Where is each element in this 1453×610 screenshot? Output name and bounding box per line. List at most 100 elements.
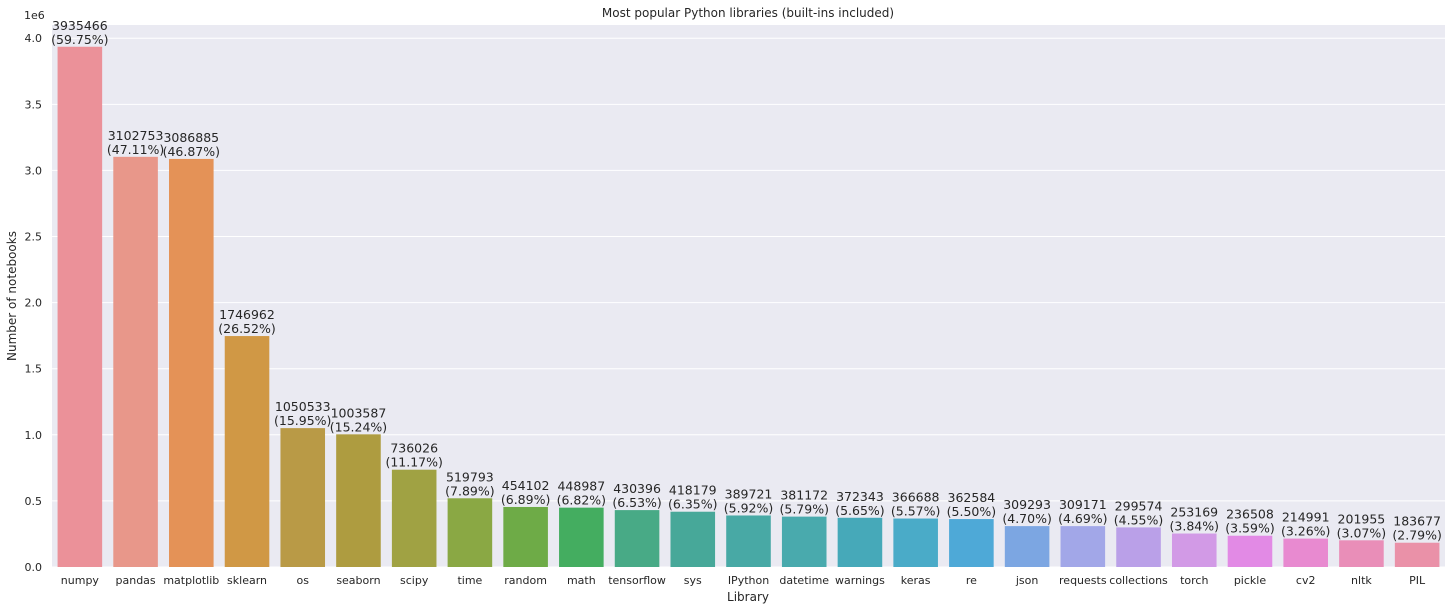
- x-tick-label: pandas: [116, 574, 156, 587]
- y-tick-label: 3.0: [25, 164, 43, 177]
- x-tick-label: time: [457, 574, 482, 587]
- y-tick-label: 2.0: [25, 297, 43, 310]
- bar-value-label: 366688: [892, 490, 940, 505]
- bar-value-label: 372343: [836, 489, 884, 504]
- bar-torch: [1171, 533, 1217, 567]
- bar-percent-label: (6.89%): [501, 492, 550, 507]
- bar-value-label: 362584: [948, 490, 996, 505]
- bar-percent-label: (5.50%): [947, 504, 996, 519]
- y-tick-label: 0.0: [25, 561, 43, 574]
- bar-scipy: [391, 469, 437, 567]
- bar-percent-label: (46.87%): [163, 144, 220, 159]
- x-tick-label: scipy: [400, 574, 429, 587]
- bar-value-label: 309293: [1003, 497, 1051, 512]
- bar-datetime: [781, 516, 827, 567]
- x-axis-ticks: numpy pandas matplotlib sklearn os seaborn sci…: [61, 574, 1426, 587]
- bar-percent-label: (47.11%): [107, 142, 164, 157]
- bar-warnings: [837, 517, 883, 567]
- bar-percent-label: (15.95%): [274, 413, 331, 428]
- bar-pil: [1394, 542, 1440, 567]
- bar-percent-label: (15.24%): [330, 419, 387, 434]
- bar-keras: [893, 518, 938, 567]
- bar-percent-label: (5.65%): [835, 503, 884, 518]
- bar-os: [280, 428, 326, 567]
- x-tick-label: sklearn: [227, 574, 267, 587]
- bar-percent-label: (3.59%): [1225, 521, 1274, 536]
- chart-title: Most popular Python libraries (built-ins…: [602, 6, 894, 20]
- bar-value-label: 454102: [502, 478, 550, 493]
- bar-percent-label: (3.07%): [1337, 525, 1386, 540]
- y-tick-label: 0.5: [25, 495, 43, 508]
- bar-value-label: 418179: [669, 483, 717, 498]
- x-tick-label: nltk: [1351, 574, 1372, 587]
- bar-re: [949, 519, 994, 567]
- bar-percent-label: (6.35%): [668, 497, 717, 512]
- bar-matplotlib: [169, 158, 214, 567]
- bar-nltk: [1339, 540, 1384, 567]
- bar-percent-label: (4.55%): [1114, 512, 1163, 527]
- bars: [57, 46, 1440, 568]
- x-tick-label: matplotlib: [163, 574, 219, 587]
- bar-percent-label: (59.75%): [51, 32, 108, 47]
- bar-percent-label: (5.92%): [724, 500, 773, 515]
- bar-percent-label: (5.57%): [891, 504, 940, 519]
- bar-cv2: [1283, 538, 1328, 567]
- x-tick-label: IPython: [728, 574, 769, 587]
- y-tick-label: 3.5: [25, 98, 43, 111]
- bar-percent-label: (4.70%): [1002, 511, 1051, 526]
- bar-value-label: 519793: [446, 469, 494, 484]
- bar-pickle: [1227, 535, 1273, 567]
- y-axis-label: Number of notebooks: [5, 231, 19, 361]
- bar-value-label: 183677: [1393, 514, 1441, 529]
- x-tick-label: os: [297, 574, 310, 587]
- y-axis-ticks: 0.0 0.5 1.0 1.5 2.0 2.5 3.0 3.5 4.0: [25, 32, 43, 574]
- bar-json: [1004, 526, 1050, 567]
- x-axis-label: Library: [727, 590, 769, 604]
- y-offset-label: 1e6: [24, 9, 45, 22]
- bar-value-label: 389721: [725, 486, 773, 501]
- bar-value-label: 381172: [780, 488, 828, 503]
- x-tick-label: PIL: [1409, 574, 1426, 587]
- bar-value-label: 214991: [1282, 510, 1330, 525]
- x-tick-label: torch: [1180, 574, 1208, 587]
- bar-percent-label: (7.89%): [445, 483, 494, 498]
- bar-percent-label: (6.82%): [557, 493, 606, 508]
- bar-value-label: 309171: [1059, 497, 1107, 512]
- x-tick-label: math: [567, 574, 596, 587]
- x-tick-label: warnings: [835, 574, 885, 587]
- bar-percent-label: (3.26%): [1281, 524, 1330, 539]
- x-tick-label: random: [504, 574, 547, 587]
- x-tick-label: re: [966, 574, 977, 587]
- bar-collections: [1116, 527, 1161, 567]
- bar-value-label: 3102753: [108, 128, 164, 143]
- bar-value-label: 3086885: [163, 130, 219, 145]
- y-tick-label: 1.5: [25, 363, 43, 376]
- bar-value-label: 1003587: [331, 405, 387, 420]
- bar-value-label: 1746962: [219, 307, 275, 322]
- y-tick-label: 2.5: [25, 231, 43, 244]
- bar-percent-label: (2.79%): [1392, 528, 1441, 543]
- x-tick-label: pickle: [1234, 574, 1267, 587]
- bar-value-label: 448987: [557, 479, 605, 494]
- x-tick-label: requests: [1059, 574, 1107, 587]
- bar-percent-label: (6.53%): [612, 495, 661, 510]
- bar-random: [503, 506, 548, 567]
- bar-math: [559, 507, 604, 567]
- x-tick-label: tensorflow: [608, 574, 666, 587]
- bar-time: [447, 498, 493, 567]
- bar-percent-label: (26.52%): [218, 321, 275, 336]
- bar-percent-label: (4.69%): [1058, 511, 1107, 526]
- bar-pandas: [113, 156, 158, 568]
- x-tick-label: cv2: [1296, 574, 1316, 587]
- value-labels: 3935466(59.75%) 3102753(47.11%)3086885(46…: [51, 18, 1442, 543]
- bar-value-label: 430396: [613, 481, 661, 496]
- bar-seaborn: [336, 434, 381, 567]
- bar-value-label: 736026: [390, 441, 438, 456]
- bar-sklearn: [224, 336, 270, 567]
- x-tick-label: keras: [901, 574, 931, 587]
- y-tick-label: 4.0: [25, 32, 43, 45]
- x-tick-label: collections: [1109, 574, 1168, 587]
- bar-value-label: 3935466: [52, 18, 108, 33]
- bar-requests: [1060, 526, 1106, 567]
